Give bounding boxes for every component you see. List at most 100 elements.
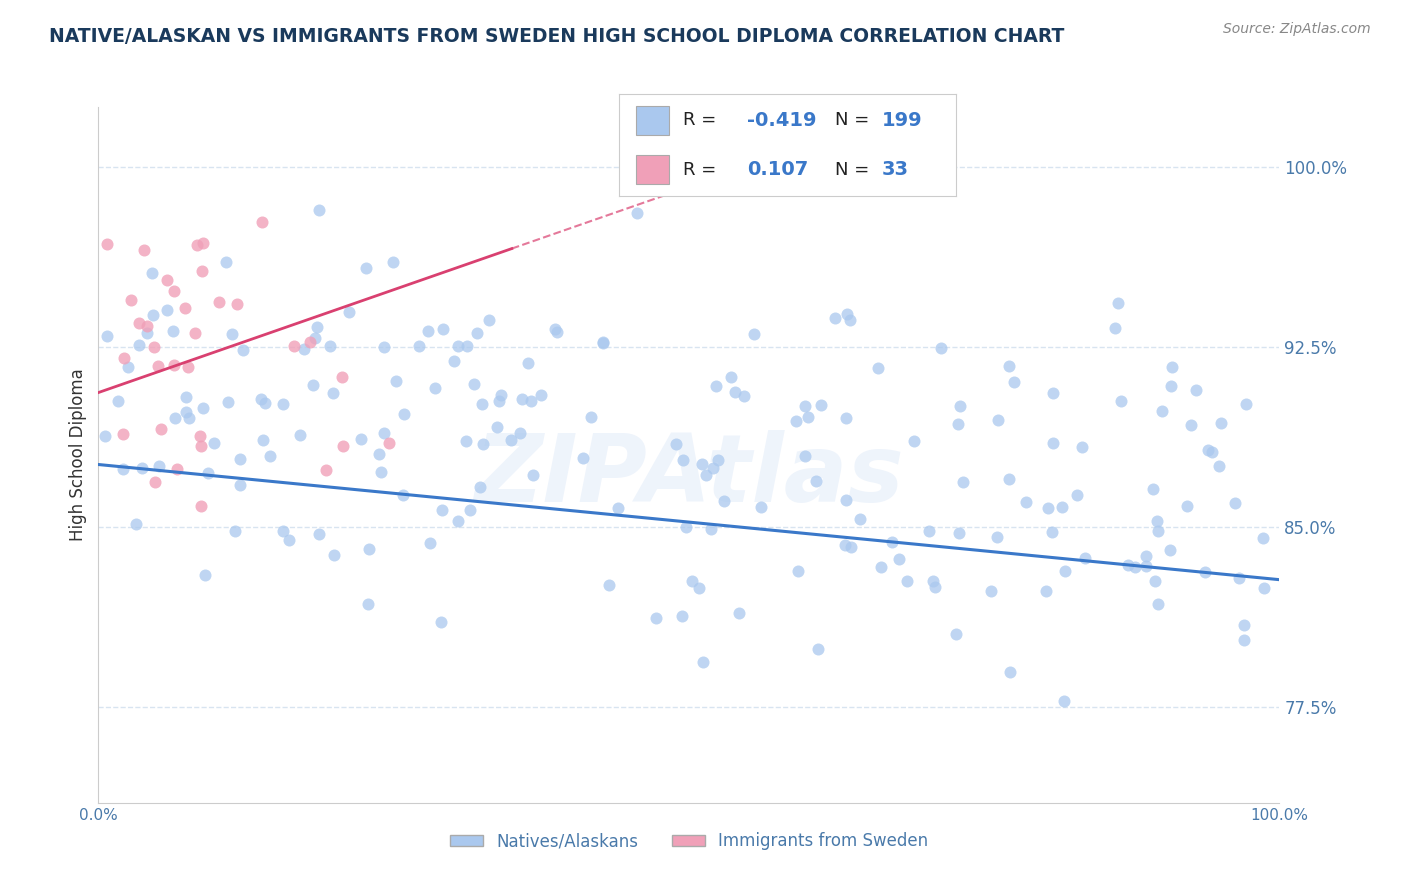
Point bbox=[785, 414, 807, 428]
Text: 0.107: 0.107 bbox=[747, 160, 808, 179]
Point bbox=[179, 411, 201, 425]
Point bbox=[1160, 379, 1182, 393]
FancyBboxPatch shape bbox=[636, 155, 669, 184]
Point bbox=[392, 407, 415, 421]
Point bbox=[1201, 445, 1223, 459]
Point bbox=[794, 399, 817, 413]
Point bbox=[1042, 385, 1064, 400]
Point bbox=[742, 326, 765, 341]
Point bbox=[253, 396, 276, 410]
Point bbox=[839, 313, 862, 327]
Point bbox=[186, 238, 208, 252]
Point bbox=[626, 206, 648, 220]
Point bbox=[924, 580, 946, 594]
Point bbox=[918, 524, 941, 538]
Point bbox=[215, 255, 238, 269]
Point bbox=[1015, 495, 1038, 509]
Point bbox=[292, 342, 315, 356]
Point bbox=[834, 537, 856, 551]
Point bbox=[229, 452, 252, 467]
Point bbox=[987, 413, 1010, 427]
Point bbox=[948, 417, 970, 431]
Point bbox=[128, 316, 150, 330]
Point bbox=[124, 516, 146, 531]
Point bbox=[190, 429, 212, 443]
Point bbox=[166, 461, 188, 475]
Point bbox=[572, 451, 595, 466]
Point bbox=[702, 460, 724, 475]
Point bbox=[592, 334, 614, 349]
Point bbox=[142, 308, 165, 322]
Point bbox=[148, 359, 170, 373]
Point bbox=[176, 405, 198, 419]
Point bbox=[835, 307, 858, 321]
Point bbox=[671, 609, 693, 624]
Point bbox=[1233, 633, 1256, 648]
Point bbox=[271, 524, 294, 539]
Point bbox=[516, 356, 538, 370]
Point bbox=[381, 255, 404, 269]
Point bbox=[155, 273, 177, 287]
Point bbox=[592, 336, 614, 351]
Point bbox=[1040, 525, 1063, 540]
Point bbox=[304, 331, 326, 345]
Point bbox=[1036, 500, 1059, 515]
Text: 33: 33 bbox=[882, 160, 908, 179]
Point bbox=[1144, 574, 1167, 589]
Point bbox=[688, 581, 710, 595]
Point bbox=[1107, 296, 1129, 310]
Point bbox=[1147, 524, 1170, 538]
Point bbox=[1052, 694, 1074, 708]
Point bbox=[787, 564, 810, 578]
Point bbox=[194, 567, 217, 582]
Point bbox=[724, 384, 747, 399]
Point bbox=[1142, 482, 1164, 496]
Text: R =: R = bbox=[683, 161, 716, 178]
Point bbox=[305, 319, 328, 334]
Point bbox=[174, 301, 197, 315]
Text: 199: 199 bbox=[882, 111, 922, 130]
Point bbox=[486, 420, 509, 434]
Point bbox=[1053, 565, 1076, 579]
Point bbox=[1050, 500, 1073, 515]
Point bbox=[298, 335, 321, 350]
Point bbox=[471, 397, 494, 411]
Point bbox=[896, 574, 918, 588]
Point bbox=[250, 392, 273, 406]
Point bbox=[1197, 442, 1219, 457]
Point bbox=[107, 393, 129, 408]
Point bbox=[456, 339, 478, 353]
Point bbox=[443, 353, 465, 368]
Point bbox=[1208, 459, 1230, 474]
Point bbox=[308, 202, 330, 217]
Text: R =: R = bbox=[683, 112, 716, 129]
Point bbox=[1111, 393, 1133, 408]
Point bbox=[191, 235, 214, 250]
Point bbox=[1000, 665, 1022, 680]
Point bbox=[463, 377, 485, 392]
Point bbox=[866, 360, 889, 375]
Point bbox=[357, 541, 380, 556]
Point bbox=[804, 474, 827, 488]
Point bbox=[707, 452, 730, 467]
Point bbox=[163, 284, 186, 298]
Point bbox=[283, 338, 305, 352]
Point bbox=[117, 359, 139, 374]
Point bbox=[190, 439, 212, 453]
Text: -0.419: -0.419 bbox=[747, 111, 817, 130]
Point bbox=[408, 339, 430, 353]
Point bbox=[645, 611, 668, 625]
Point bbox=[447, 339, 470, 353]
Point bbox=[252, 433, 274, 447]
Point bbox=[948, 525, 970, 540]
Point bbox=[384, 374, 406, 388]
Point bbox=[96, 237, 118, 252]
Point bbox=[94, 429, 117, 443]
Point bbox=[1116, 558, 1139, 573]
Point bbox=[887, 552, 910, 566]
Point bbox=[1104, 321, 1126, 335]
Point bbox=[315, 463, 337, 477]
Point bbox=[797, 409, 820, 424]
Point bbox=[308, 527, 330, 541]
Point bbox=[156, 303, 179, 318]
